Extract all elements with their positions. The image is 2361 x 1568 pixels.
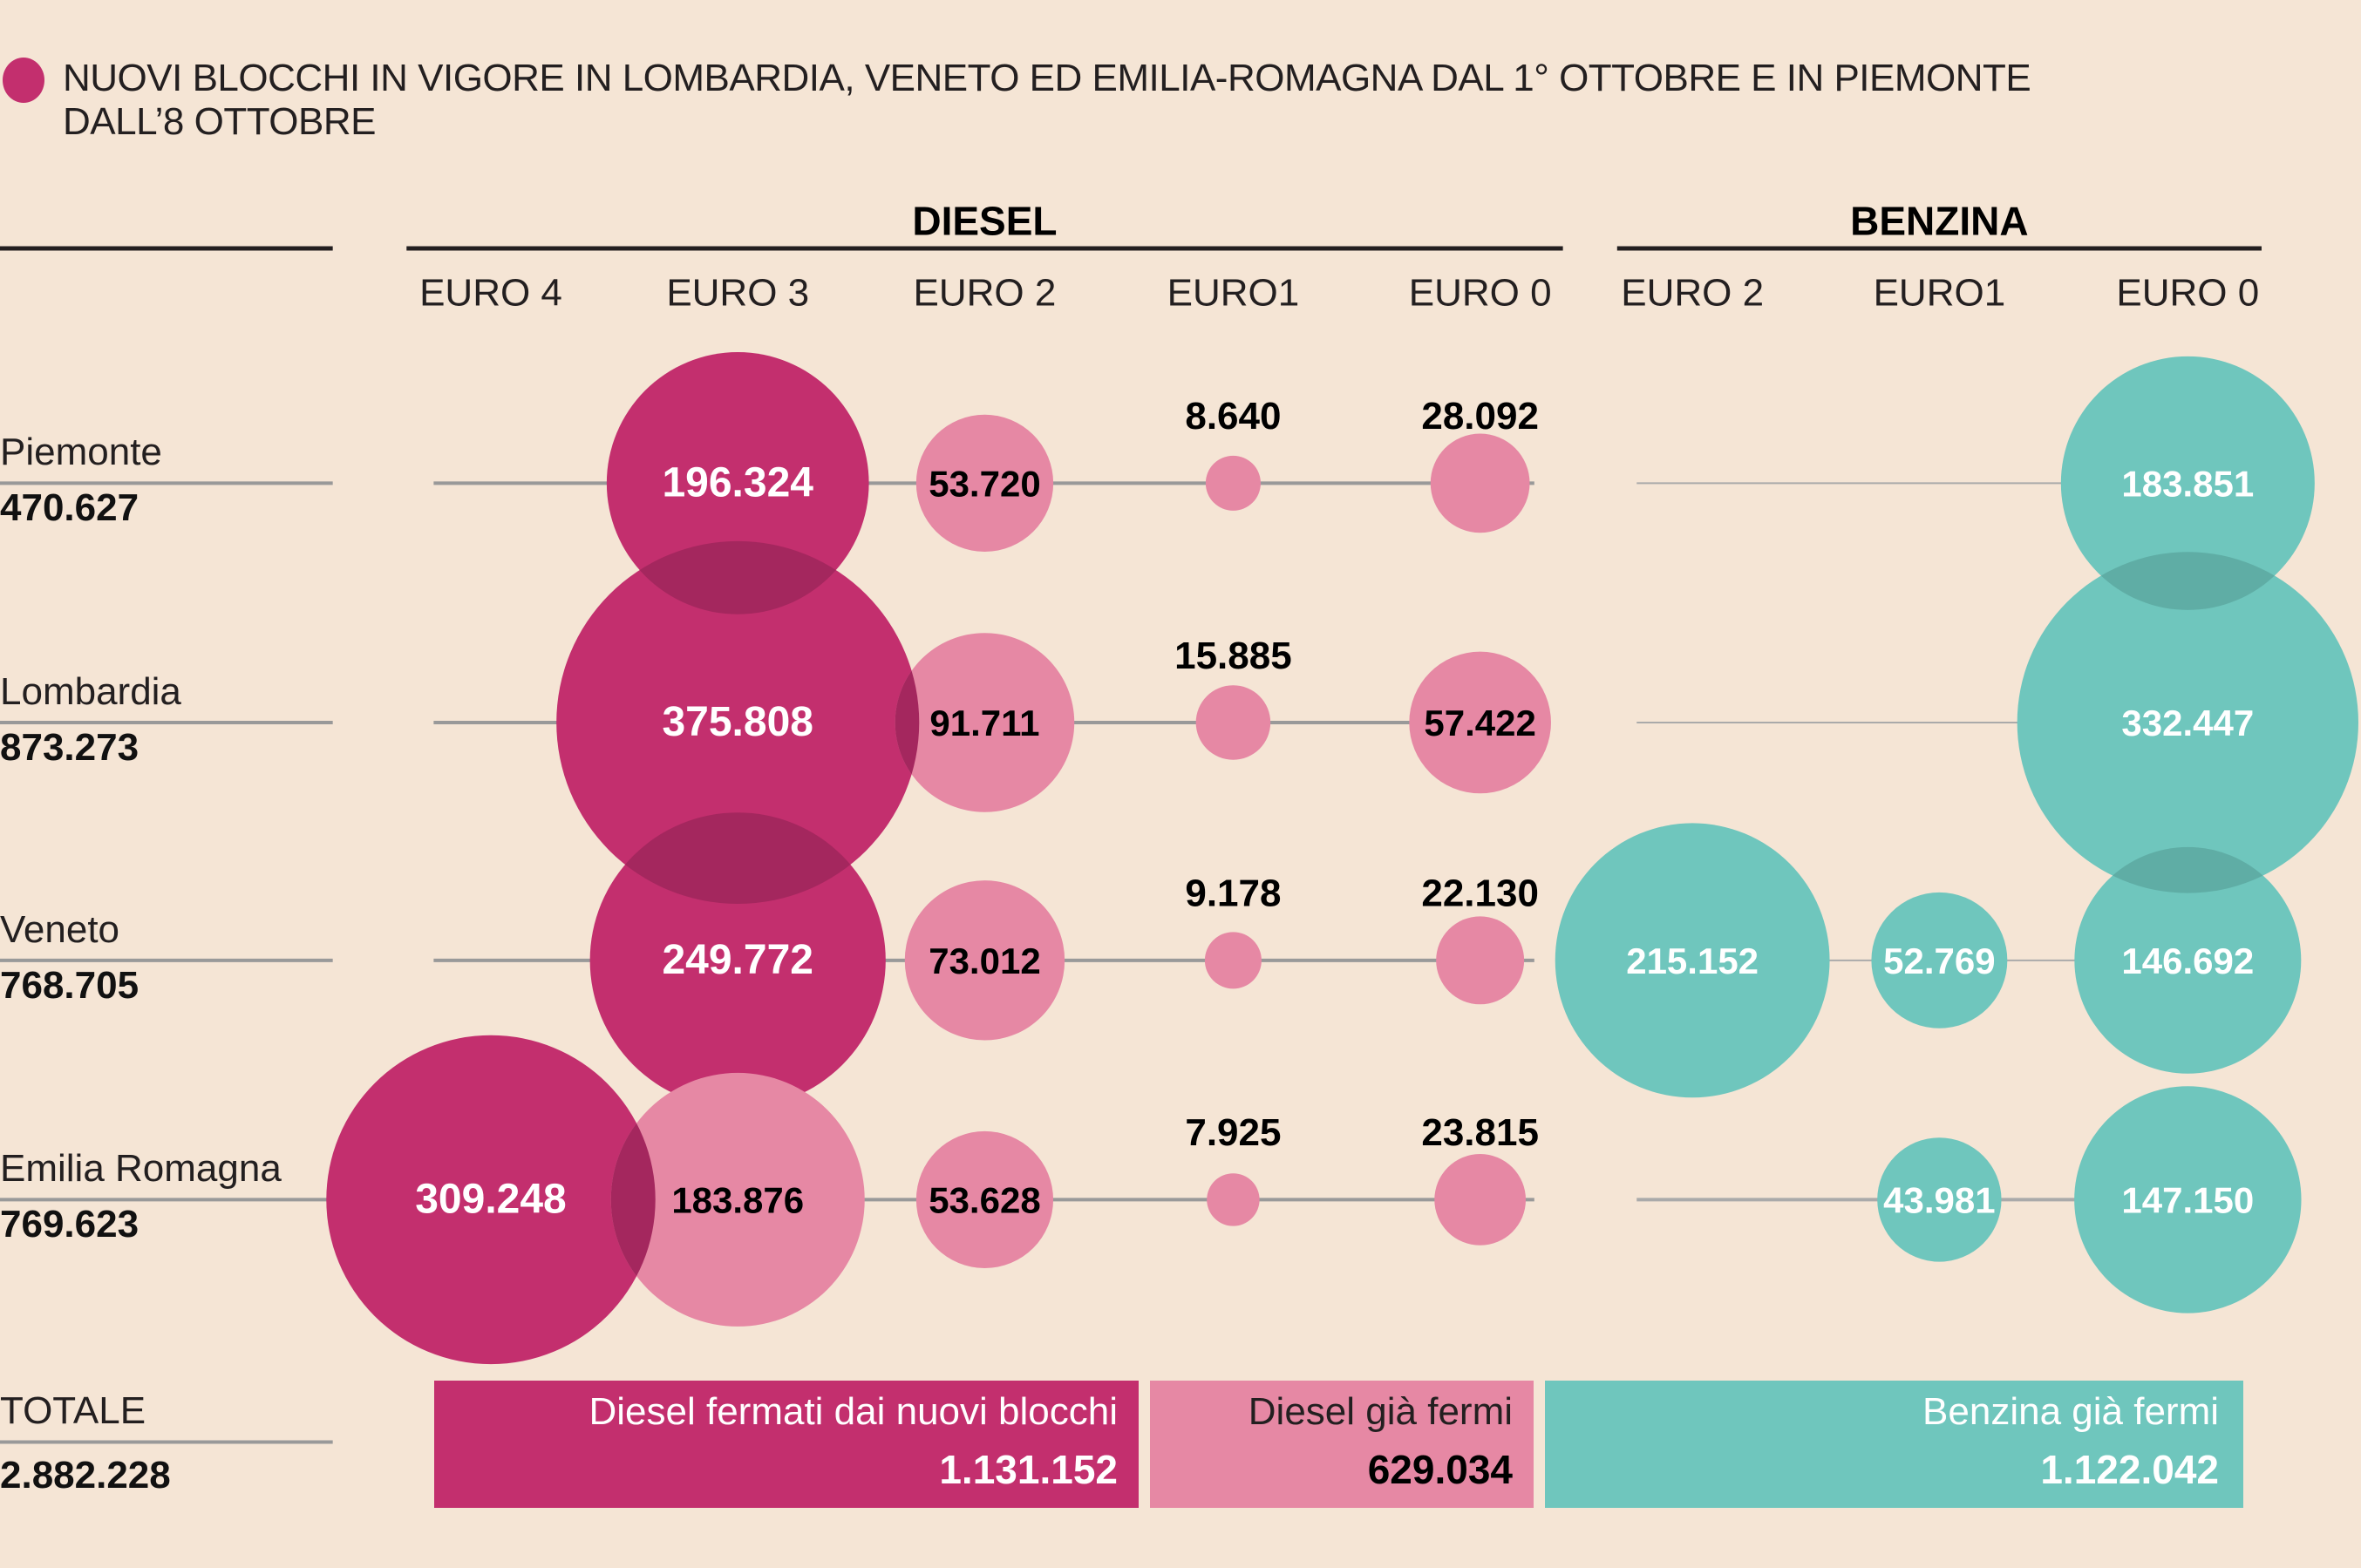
column-header: EURO1 (1874, 272, 2006, 315)
column-header: EURO1 (1167, 272, 1300, 315)
column-header: EURO 4 (419, 272, 562, 315)
bubble (326, 1035, 656, 1365)
bubble (1430, 433, 1530, 533)
total-box-value: 1.131.152 (939, 1447, 1118, 1492)
bubble (1555, 823, 1830, 1098)
group-title-benzina: BENZINA (1850, 198, 2028, 243)
region-label: Emilia Romagna 769.623 (0, 1147, 282, 1246)
data-label: 147.150 (2121, 1179, 2254, 1220)
region-total: 470.627 (0, 486, 139, 530)
total-box-new-blocks: Diesel fermati dai nuovi blocchi 1.131.1… (434, 1381, 1139, 1508)
bubble-overlap (589, 812, 886, 904)
bubble (606, 352, 869, 614)
column-header: EURO 3 (666, 272, 809, 315)
bubble (610, 1072, 865, 1327)
bubble (2074, 1086, 2302, 1313)
region-total: 873.273 (0, 725, 139, 769)
column-header: EURO 0 (2116, 272, 2259, 315)
chart-title-line-1: NUOVI BLOCCHI IN VIGORE IN LOMBARDIA, VE… (63, 57, 2031, 99)
bubble (1871, 892, 2008, 1028)
data-label: 52.769 (1883, 940, 1995, 981)
region-name: Piemonte (0, 431, 162, 474)
region-name: Lombardia (0, 669, 181, 713)
data-label: 183.851 (2121, 463, 2254, 504)
bubble (1436, 916, 1525, 1005)
bubble (1204, 932, 1262, 989)
total-box-label: Diesel fermati dai nuovi blocchi (589, 1390, 1118, 1433)
bubble (556, 540, 920, 904)
data-label: 9.178 (1185, 872, 1281, 915)
bubble (915, 414, 1054, 553)
total-box-label: Benzina già fermi (1922, 1390, 2219, 1433)
region-name: Emilia Romagna (0, 1147, 282, 1191)
total-title: TOTALE (0, 1389, 146, 1432)
data-label: 249.772 (662, 937, 813, 983)
column-header: EURO 2 (1621, 272, 1764, 315)
total-box-value: 1.122.042 (2040, 1447, 2219, 1492)
data-label: 309.248 (415, 1176, 567, 1222)
region-total: 768.705 (0, 963, 139, 1007)
region-label: Piemonte 470.627 (0, 431, 162, 530)
bubble (904, 880, 1065, 1041)
region-total: 769.623 (0, 1203, 139, 1246)
bubble (2074, 846, 2302, 1074)
bubble (915, 1130, 1054, 1269)
group-title-diesel: DIESEL (912, 198, 1057, 243)
data-label: 91.711 (929, 703, 1039, 743)
data-label: 43.981 (1883, 1179, 1995, 1220)
data-label: 375.808 (662, 699, 813, 745)
region-name: Veneto (0, 907, 120, 951)
total-box-label: Diesel già fermi (1248, 1390, 1513, 1433)
bubble (1195, 685, 1271, 760)
chart-title-line-2: DALL’8 OTTOBRE (63, 100, 377, 143)
column-header: EURO 0 (1409, 272, 1552, 315)
data-label: 183.876 (671, 1179, 804, 1220)
total-box-petrol-stopped: Benzina già fermi 1.122.042 (1545, 1381, 2243, 1508)
total-box-diesel-stopped: Diesel già fermi 629.034 (1150, 1381, 1534, 1508)
legend-marker-new-blocks (3, 58, 44, 103)
bubble (1877, 1137, 2002, 1262)
region-label: Veneto 768.705 (0, 908, 139, 1008)
data-label: 8.640 (1185, 395, 1281, 438)
data-label: 7.925 (1185, 1111, 1281, 1154)
data-label: 28.092 (1421, 395, 1539, 438)
data-label: 53.720 (929, 463, 1040, 504)
bubble (1434, 1154, 1527, 1246)
column-header: EURO 2 (914, 272, 1057, 315)
bubble (1207, 1173, 1260, 1226)
bubble (2017, 552, 2358, 893)
data-label: 15.885 (1174, 635, 1292, 677)
data-label: 215.152 (1626, 940, 1759, 981)
region-label: Lombardia 873.273 (0, 670, 181, 770)
grand-total-value: 2.882.228 (0, 1454, 171, 1497)
data-label: 53.628 (929, 1179, 1040, 1220)
bubble (1409, 651, 1551, 794)
data-label: 22.130 (1421, 872, 1539, 915)
data-label: 73.012 (929, 940, 1040, 981)
bubble (1205, 455, 1261, 511)
data-label: 57.422 (1424, 703, 1535, 743)
total-label: TOTALE 2.882.228 (0, 1389, 171, 1497)
data-label: 196.324 (662, 459, 813, 506)
data-label: 146.692 (2121, 940, 2254, 981)
bubble (895, 633, 1075, 812)
bubble (2060, 356, 2315, 610)
data-label: 23.815 (1421, 1111, 1539, 1154)
total-box-value: 629.034 (1367, 1447, 1513, 1492)
data-label: 332.447 (2121, 703, 2254, 743)
